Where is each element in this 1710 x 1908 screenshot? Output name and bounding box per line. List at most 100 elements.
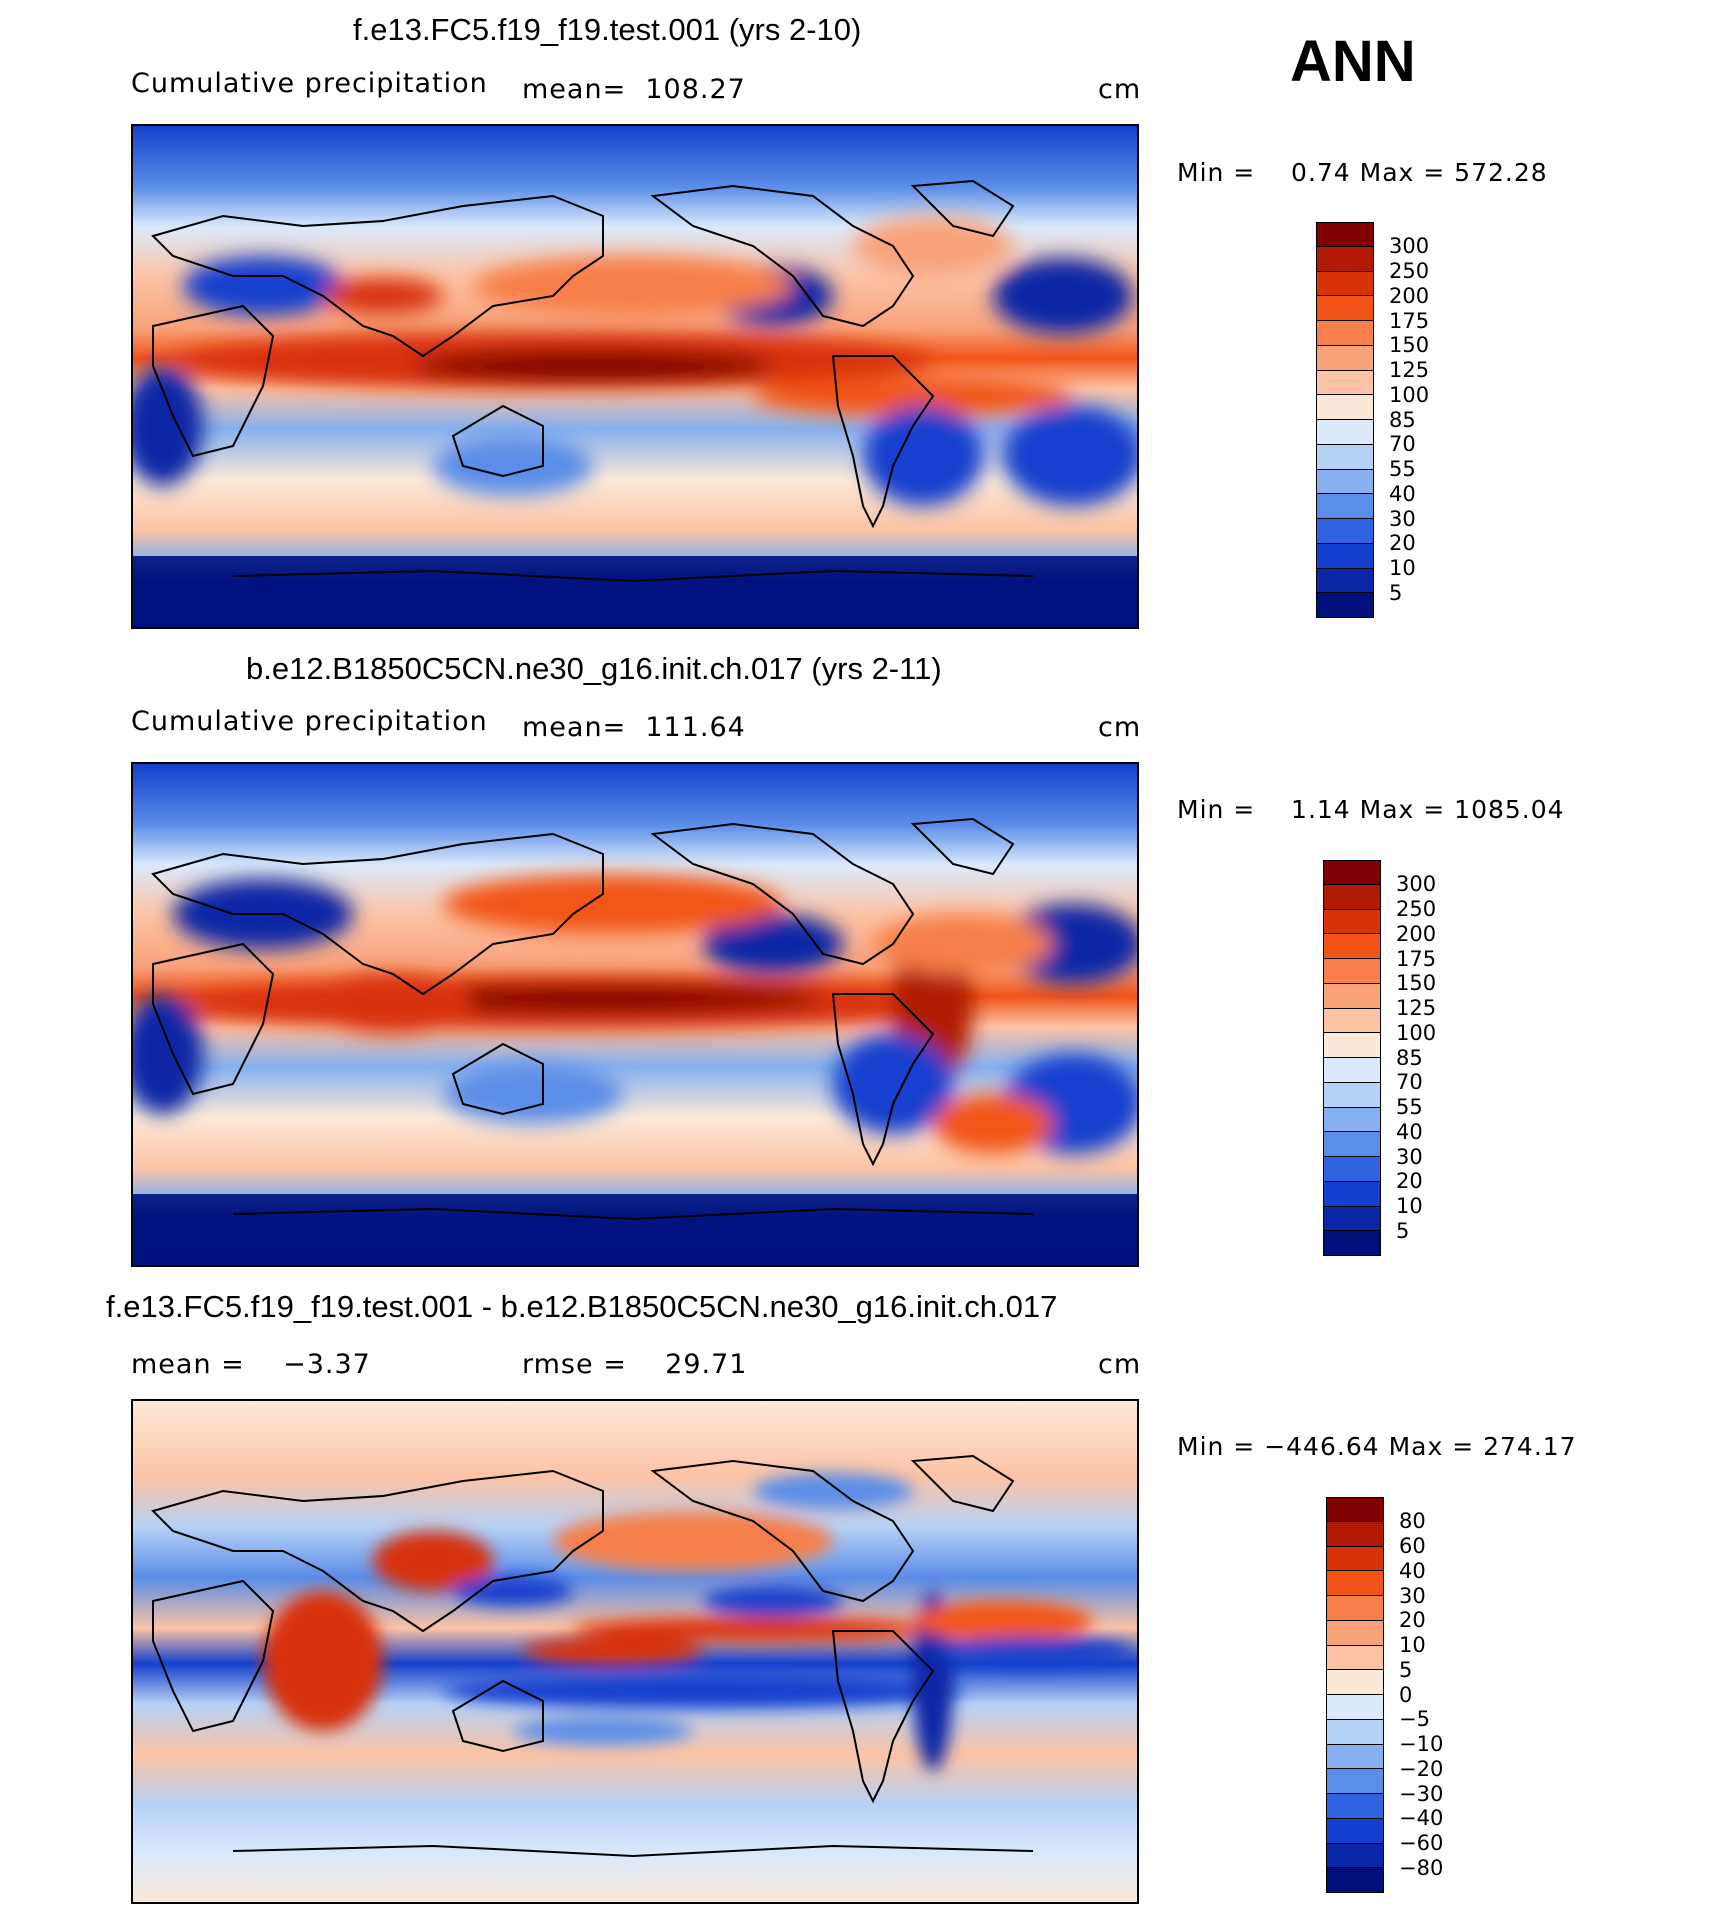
colorbar-swatch bbox=[1316, 469, 1374, 495]
panel-1-mean-label: mean= bbox=[522, 74, 627, 105]
colorbar-swatch bbox=[1316, 395, 1374, 420]
colorbar-swatch bbox=[1316, 296, 1374, 321]
panel-2-minmax: Min = 1.14 Max = 1085.04 bbox=[1177, 795, 1565, 824]
colorbar-swatch bbox=[1323, 1008, 1381, 1034]
colorbar-swatch bbox=[1323, 1107, 1381, 1133]
colorbar-swatch bbox=[1326, 1818, 1384, 1844]
colorbar-label: 55 bbox=[1389, 457, 1416, 481]
colorbar-label: 30 bbox=[1396, 1144, 1423, 1169]
colorbar-swatch bbox=[1326, 1843, 1384, 1869]
colorbar-label: −60 bbox=[1399, 1831, 1444, 1855]
colorbar-swatch bbox=[1326, 1695, 1384, 1720]
colorbar-label: 150 bbox=[1389, 333, 1430, 358]
colorbar-swatch bbox=[1316, 568, 1374, 594]
colorbar-label: 20 bbox=[1389, 531, 1416, 556]
colorbar-label: 10 bbox=[1389, 556, 1416, 580]
panel-3-units: cm bbox=[1098, 1349, 1142, 1380]
colorbar-swatch bbox=[1316, 321, 1374, 346]
colorbar-swatch bbox=[1323, 983, 1381, 1009]
colorbar-label: 30 bbox=[1389, 506, 1416, 531]
panel-3-map bbox=[131, 1399, 1139, 1904]
colorbar-swatch bbox=[1323, 909, 1381, 935]
colorbar-swatch bbox=[1326, 1521, 1384, 1547]
colorbar-swatch bbox=[1323, 1058, 1381, 1083]
colorbar-label: 125 bbox=[1389, 358, 1430, 382]
colorbar-label: 175 bbox=[1396, 946, 1437, 971]
colorbar-swatch bbox=[1323, 1181, 1381, 1207]
panel-2-mean: mean= 111.64 bbox=[522, 712, 746, 743]
colorbar-swatch bbox=[1323, 959, 1381, 984]
colorbar-label: −20 bbox=[1399, 1756, 1444, 1781]
colorbar-swatch bbox=[1326, 1571, 1384, 1596]
panel-3-mean: mean = −3.37 bbox=[131, 1349, 371, 1380]
colorbar-swatch bbox=[1326, 1868, 1384, 1893]
colorbar-swatch bbox=[1316, 271, 1374, 297]
colorbar-label: −40 bbox=[1399, 1806, 1444, 1831]
colorbar-swatch bbox=[1326, 1645, 1384, 1671]
colorbar-swatch bbox=[1316, 543, 1374, 569]
panel-3-rmse: rmse = 29.71 bbox=[522, 1349, 747, 1380]
colorbar-label: 5 bbox=[1396, 1218, 1410, 1243]
panel-2-variable: Cumulative precipitation bbox=[131, 706, 488, 737]
colorbar-label: 200 bbox=[1396, 921, 1437, 946]
colorbar-frame bbox=[1323, 860, 1381, 1256]
colorbar-label: 40 bbox=[1389, 481, 1416, 506]
colorbar-label: 85 bbox=[1389, 407, 1416, 432]
colorbar-label: 175 bbox=[1389, 308, 1430, 333]
panel-1-variable: Cumulative precipitation bbox=[131, 68, 488, 99]
panel-2-units: cm bbox=[1098, 712, 1142, 743]
colorbar-swatch bbox=[1316, 519, 1374, 544]
panel-1-title: f.e13.FC5.f19_f19.test.001 (yrs 2-10) bbox=[353, 12, 862, 47]
colorbar-swatch bbox=[1323, 1157, 1381, 1182]
colorbar-label: 20 bbox=[1399, 1608, 1426, 1633]
colorbar-label: 70 bbox=[1396, 1070, 1423, 1095]
panel-3-title: f.e13.FC5.f19_f19.test.001 - b.e12.B1850… bbox=[106, 1289, 1058, 1324]
colorbar-swatch bbox=[1316, 246, 1374, 272]
colorbar-swatch bbox=[1316, 420, 1374, 445]
colorbar-swatch bbox=[1323, 1082, 1381, 1108]
colorbar-swatch bbox=[1323, 934, 1381, 959]
panel-2-map bbox=[131, 762, 1139, 1267]
colorbar-label: 30 bbox=[1399, 1583, 1426, 1608]
colorbar-label: −10 bbox=[1399, 1732, 1444, 1756]
colorbar-swatch bbox=[1323, 1132, 1381, 1157]
panel-1-map-field bbox=[133, 126, 1137, 627]
colorbar-swatch bbox=[1326, 1596, 1384, 1621]
colorbar-label: 60 bbox=[1399, 1534, 1426, 1558]
colorbar-label: 55 bbox=[1396, 1095, 1423, 1119]
panel-2-title: b.e12.B1850C5CN.ne30_g16.init.ch.017 (yr… bbox=[246, 651, 942, 686]
colorbar-label: 100 bbox=[1396, 1020, 1437, 1045]
colorbar-swatch bbox=[1323, 884, 1381, 910]
colorbar-swatch bbox=[1316, 222, 1374, 247]
panel-1-minmax: Min = 0.74 Max = 572.28 bbox=[1177, 158, 1548, 187]
colorbar-label: 125 bbox=[1396, 996, 1437, 1020]
colorbar-label: 300 bbox=[1389, 234, 1430, 259]
colorbar-label: 200 bbox=[1389, 283, 1430, 308]
colorbar-swatch bbox=[1326, 1719, 1384, 1745]
colorbar-swatch bbox=[1326, 1497, 1384, 1522]
colorbar-swatch bbox=[1323, 1033, 1381, 1058]
colorbar-swatch bbox=[1326, 1769, 1384, 1794]
colorbar-swatch bbox=[1326, 1794, 1384, 1819]
colorbar-label: −30 bbox=[1399, 1781, 1444, 1806]
panel-3-mean-label: mean = bbox=[131, 1349, 245, 1380]
colorbar-label: 5 bbox=[1389, 580, 1403, 605]
panel-1-units: cm bbox=[1098, 74, 1142, 105]
colorbar-frame bbox=[1326, 1497, 1384, 1893]
panel-3-rmse-label: rmse = bbox=[522, 1349, 627, 1380]
season-label: ANN bbox=[1290, 29, 1416, 94]
colorbar-label: 85 bbox=[1396, 1045, 1423, 1070]
panel-3-map-field bbox=[133, 1401, 1137, 1902]
panel-1-mean-value: 108.27 bbox=[645, 74, 746, 105]
colorbar-label: 5 bbox=[1399, 1657, 1413, 1682]
colorbar-label: 150 bbox=[1396, 971, 1437, 996]
colorbar-label: 10 bbox=[1399, 1633, 1426, 1657]
colorbar-swatch bbox=[1316, 444, 1374, 470]
panel-2-mean-label: mean= bbox=[522, 712, 627, 743]
panel-3-mean-value: −3.37 bbox=[283, 1349, 371, 1380]
colorbar-label: 100 bbox=[1389, 382, 1430, 407]
panel-1-mean: mean= 108.27 bbox=[522, 74, 746, 105]
colorbar-swatch bbox=[1323, 860, 1381, 885]
colorbar-label: 40 bbox=[1399, 1558, 1426, 1583]
colorbar-swatch bbox=[1326, 1744, 1384, 1770]
